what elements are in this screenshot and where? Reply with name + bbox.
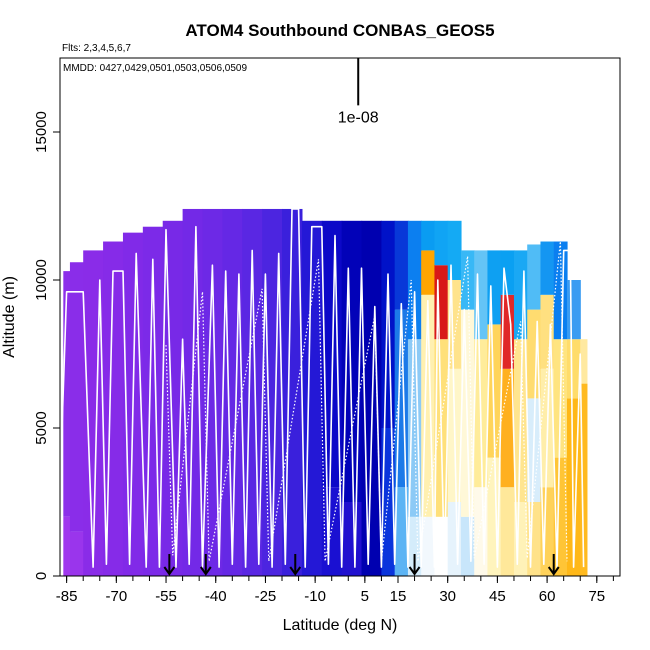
heat-cell-19-0 — [407, 516, 422, 576]
heat-cell-21-0 — [434, 516, 449, 576]
y-tick-label: 10000 — [33, 259, 50, 301]
flights-label: Flts: 2,3,4,5,6,7 — [62, 43, 131, 54]
y-tick-label: 0 — [33, 572, 50, 580]
marker-arrow-3 — [289, 554, 302, 576]
plot-area: 1e-08 MMDD: 0427,0429,0501,0503,0506,050… — [59, 57, 621, 577]
heat-cell-26-0 — [500, 487, 515, 576]
heat-cell-32-1 — [580, 339, 588, 384]
heat-cell-19-2 — [407, 220, 422, 340]
x-tick-label: -10 — [304, 588, 326, 605]
x-axis-label: Latitude (deg N) — [283, 617, 398, 634]
heat-cell-23-0 — [460, 516, 475, 576]
x-tick-label: 45 — [489, 588, 506, 605]
flight-track-dotted — [165, 241, 568, 562]
heat-cell-30-2 — [553, 241, 568, 340]
x-tick-label: -40 — [205, 588, 227, 605]
heat-cell-20-0 — [421, 516, 436, 576]
heat-cell-23-2 — [460, 250, 475, 310]
heat-cell-26-1 — [500, 368, 515, 488]
x-tick-label: 5 — [361, 588, 369, 605]
heat-cell-31-2 — [566, 280, 581, 340]
heat-cell-17-1 — [381, 220, 396, 428]
x-tick-label: 75 — [588, 588, 605, 605]
heat-cell-29-3 — [540, 241, 555, 295]
x-tick-label: -25 — [255, 588, 277, 605]
heat-cell-22-3 — [447, 220, 462, 280]
flight-track-line — [60, 208, 585, 568]
heat-cell-20-2 — [421, 250, 436, 295]
x-tick-label: 60 — [539, 588, 556, 605]
heat-cell-0-1 — [63, 271, 71, 517]
heat-cell-32-0 — [580, 383, 588, 576]
markers — [163, 554, 560, 576]
heat-cell-23-1 — [460, 309, 475, 517]
chart-title: ATOM4 Southbound CONBAS_GEOS5 — [185, 21, 494, 40]
heat-cell-31-1 — [566, 339, 581, 399]
heat-cell-20-3 — [421, 220, 436, 251]
x-axis: -85 -70 -55 -40 -25 -10 5 15 30 45 60 75 — [56, 576, 614, 605]
heat-cell-15-1 — [341, 220, 363, 503]
x-tick-label: -85 — [56, 588, 78, 605]
heat-cell-21-3 — [434, 220, 449, 266]
heat-cell-15-0 — [341, 502, 363, 576]
heat-cell-18-2 — [394, 220, 409, 310]
marker-arrow-2 — [199, 554, 212, 576]
dates-label: MMDD: 0427,0429,0501,0503,0506,0509 — [63, 63, 247, 74]
y-axis: 0 5000 10000 15000 — [33, 111, 60, 580]
y-tick-label: 15000 — [33, 111, 50, 153]
x-tick-label: 30 — [439, 588, 456, 605]
y-axis-label: Altitude (m) — [1, 276, 18, 358]
plot-frame — [59, 57, 621, 577]
x-tick-label: 15 — [390, 588, 407, 605]
x-tick-label: -70 — [105, 588, 127, 605]
flight-track — [60, 208, 585, 568]
x-tick-label: -55 — [155, 588, 177, 605]
marker-arrow-5 — [547, 554, 560, 576]
heat-cell-0-0 — [63, 516, 71, 576]
marker-arrow-1 — [163, 554, 176, 576]
marker-arrow-4 — [408, 554, 421, 576]
heat-cell-1-0 — [69, 531, 84, 576]
scale-bar: 1e-08 — [338, 58, 379, 126]
heat-cell-24-2 — [474, 250, 489, 340]
y-tick-label: 5000 — [33, 411, 50, 444]
heat-cell-29-2 — [540, 294, 555, 369]
heat-cell-1-1 — [69, 262, 84, 532]
scale-bar-label: 1e-08 — [338, 109, 379, 126]
heat-cell-28-3 — [527, 244, 542, 310]
heat-cell-25-1 — [487, 324, 502, 458]
heat-cell-18-0 — [394, 487, 409, 576]
